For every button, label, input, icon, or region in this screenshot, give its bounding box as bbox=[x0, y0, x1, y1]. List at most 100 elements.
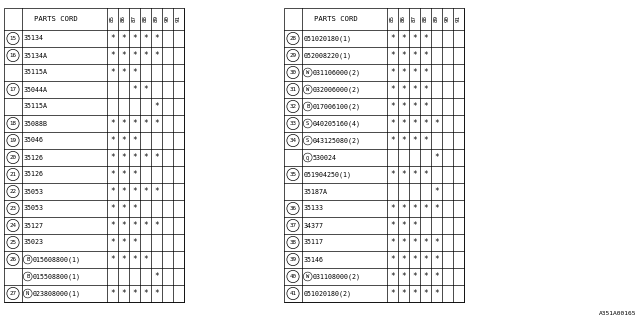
Text: *: * bbox=[412, 238, 417, 247]
Text: 35046: 35046 bbox=[24, 138, 44, 143]
Text: *: * bbox=[434, 272, 439, 281]
Text: *: * bbox=[401, 102, 406, 111]
Text: 23: 23 bbox=[10, 206, 17, 211]
Text: *: * bbox=[390, 221, 395, 230]
Text: *: * bbox=[121, 119, 126, 128]
Text: *: * bbox=[110, 51, 115, 60]
Text: *: * bbox=[143, 153, 148, 162]
Text: *: * bbox=[412, 51, 417, 60]
Text: *: * bbox=[154, 187, 159, 196]
Text: *: * bbox=[434, 119, 439, 128]
Text: 33: 33 bbox=[289, 121, 296, 126]
Text: 015508800(1): 015508800(1) bbox=[33, 273, 81, 280]
Text: 15: 15 bbox=[10, 36, 17, 41]
Text: *: * bbox=[412, 221, 417, 230]
Text: *: * bbox=[423, 238, 428, 247]
Text: 27: 27 bbox=[10, 291, 17, 296]
Text: 031106000(2): 031106000(2) bbox=[313, 69, 361, 76]
Text: *: * bbox=[423, 204, 428, 213]
Text: *: * bbox=[401, 255, 406, 264]
Text: *: * bbox=[154, 102, 159, 111]
Text: 18: 18 bbox=[10, 121, 17, 126]
Text: *: * bbox=[401, 51, 406, 60]
Text: *: * bbox=[423, 85, 428, 94]
Text: 051020180(2): 051020180(2) bbox=[304, 290, 352, 297]
Text: *: * bbox=[390, 255, 395, 264]
Text: 35088B: 35088B bbox=[24, 121, 48, 126]
Text: *: * bbox=[401, 170, 406, 179]
Text: *: * bbox=[412, 68, 417, 77]
Text: *: * bbox=[434, 204, 439, 213]
Text: 26: 26 bbox=[10, 257, 17, 262]
Text: *: * bbox=[110, 221, 115, 230]
Text: *: * bbox=[132, 85, 137, 94]
Text: *: * bbox=[121, 136, 126, 145]
Text: *: * bbox=[110, 119, 115, 128]
Text: 35: 35 bbox=[289, 172, 296, 177]
Text: 91: 91 bbox=[456, 15, 461, 22]
Text: 30: 30 bbox=[289, 70, 296, 75]
Text: 35115A: 35115A bbox=[24, 69, 48, 76]
Text: *: * bbox=[154, 272, 159, 281]
Text: *: * bbox=[121, 170, 126, 179]
Text: 85: 85 bbox=[110, 15, 115, 22]
Text: 31: 31 bbox=[289, 87, 296, 92]
Text: 36: 36 bbox=[289, 206, 296, 211]
Text: *: * bbox=[412, 34, 417, 43]
Text: 34377: 34377 bbox=[304, 222, 324, 228]
Text: *: * bbox=[423, 68, 428, 77]
Text: 40: 40 bbox=[289, 274, 296, 279]
Text: *: * bbox=[121, 289, 126, 298]
Text: *: * bbox=[401, 34, 406, 43]
Text: *: * bbox=[390, 102, 395, 111]
Text: 86: 86 bbox=[401, 15, 406, 22]
Text: *: * bbox=[121, 204, 126, 213]
Text: 017006100(2): 017006100(2) bbox=[313, 103, 361, 110]
Text: *: * bbox=[132, 136, 137, 145]
Text: *: * bbox=[390, 34, 395, 43]
Text: *: * bbox=[143, 187, 148, 196]
Text: *: * bbox=[401, 119, 406, 128]
Text: 35126: 35126 bbox=[24, 172, 44, 178]
Text: *: * bbox=[412, 85, 417, 94]
Text: 032006000(2): 032006000(2) bbox=[313, 86, 361, 93]
Text: 35134: 35134 bbox=[24, 36, 44, 42]
Text: 35053: 35053 bbox=[24, 205, 44, 212]
Text: *: * bbox=[132, 68, 137, 77]
Text: *: * bbox=[132, 119, 137, 128]
Text: *: * bbox=[121, 255, 126, 264]
Text: *: * bbox=[401, 238, 406, 247]
Text: B: B bbox=[26, 274, 29, 279]
Text: 35053: 35053 bbox=[24, 188, 44, 195]
Text: 24: 24 bbox=[10, 223, 17, 228]
Text: 35187A: 35187A bbox=[304, 188, 328, 195]
Text: 031108000(2): 031108000(2) bbox=[313, 273, 361, 280]
Text: *: * bbox=[110, 187, 115, 196]
Text: 040205160(4): 040205160(4) bbox=[313, 120, 361, 127]
Text: *: * bbox=[143, 34, 148, 43]
Text: *: * bbox=[121, 68, 126, 77]
Text: 91: 91 bbox=[176, 15, 181, 22]
Text: 28: 28 bbox=[289, 36, 296, 41]
Text: 35044A: 35044A bbox=[24, 86, 48, 92]
Text: *: * bbox=[412, 136, 417, 145]
Text: *: * bbox=[132, 238, 137, 247]
Text: 052008220(1): 052008220(1) bbox=[304, 52, 352, 59]
Text: N: N bbox=[26, 291, 29, 296]
Text: *: * bbox=[412, 204, 417, 213]
Text: 19: 19 bbox=[10, 138, 17, 143]
Text: *: * bbox=[423, 272, 428, 281]
Text: 35133: 35133 bbox=[304, 205, 324, 212]
Text: 17: 17 bbox=[10, 87, 17, 92]
Text: *: * bbox=[390, 51, 395, 60]
Bar bbox=[284, 8, 464, 302]
Text: *: * bbox=[121, 51, 126, 60]
Text: *: * bbox=[412, 255, 417, 264]
Text: *: * bbox=[110, 170, 115, 179]
Text: *: * bbox=[412, 272, 417, 281]
Text: *: * bbox=[143, 289, 148, 298]
Text: *: * bbox=[412, 119, 417, 128]
Text: 22: 22 bbox=[10, 189, 17, 194]
Text: Q: Q bbox=[306, 155, 309, 160]
Text: *: * bbox=[423, 170, 428, 179]
